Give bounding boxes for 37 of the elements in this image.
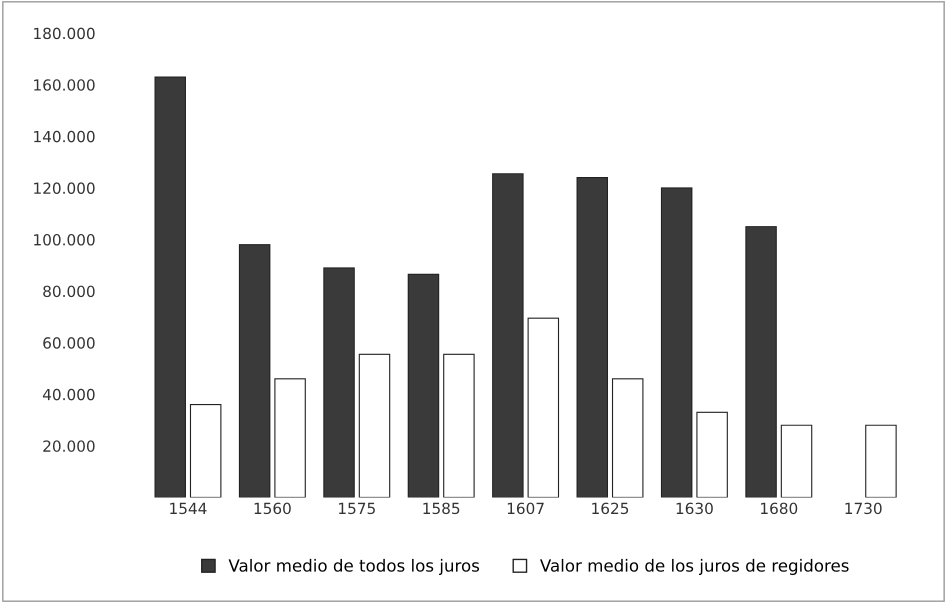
bar (528, 318, 560, 498)
bar (492, 173, 524, 498)
x-tick-label: 1630 (676, 502, 713, 514)
y-tick-label: 140.000 (34, 130, 95, 142)
bar (190, 404, 222, 498)
y-tick-label: 160.000 (34, 79, 95, 91)
bar (696, 412, 728, 498)
x-tick-label: 1575 (339, 502, 375, 514)
x-tick-label: 1585 (423, 502, 460, 514)
legend-label: Valor medio de los juros de regidores (540, 558, 849, 576)
y-tick-label: 180.000 (34, 28, 95, 40)
y-tick-label: 20.000 (43, 440, 95, 452)
y-tick-label: 80.000 (43, 286, 95, 298)
y-tick-label: 40.000 (42, 388, 95, 400)
bar (238, 244, 270, 498)
x-tick-label: 1625 (592, 502, 628, 514)
x-tick-label: 1607 (508, 502, 544, 514)
bar (612, 378, 644, 498)
x-tick-label: 1560 (254, 502, 291, 514)
bar (865, 424, 897, 498)
bar (576, 177, 608, 498)
x-tick-label: 1544 (170, 502, 207, 514)
x-tick-label: 1680 (761, 502, 798, 514)
y-tick-label: 100.000 (34, 234, 95, 246)
bar (408, 274, 440, 498)
bar (443, 354, 475, 498)
x-tick-label: 1730 (845, 502, 882, 514)
bar (274, 378, 306, 498)
bar (323, 267, 355, 498)
bar (154, 76, 186, 498)
y-tick-label: 60.000 (43, 337, 95, 349)
bar (780, 424, 812, 498)
bar (660, 187, 692, 498)
bar (745, 226, 777, 498)
y-tick-label: 120.000 (34, 182, 95, 194)
legend-label: Valor medio de todos los juros (228, 558, 480, 576)
bar (358, 354, 390, 498)
